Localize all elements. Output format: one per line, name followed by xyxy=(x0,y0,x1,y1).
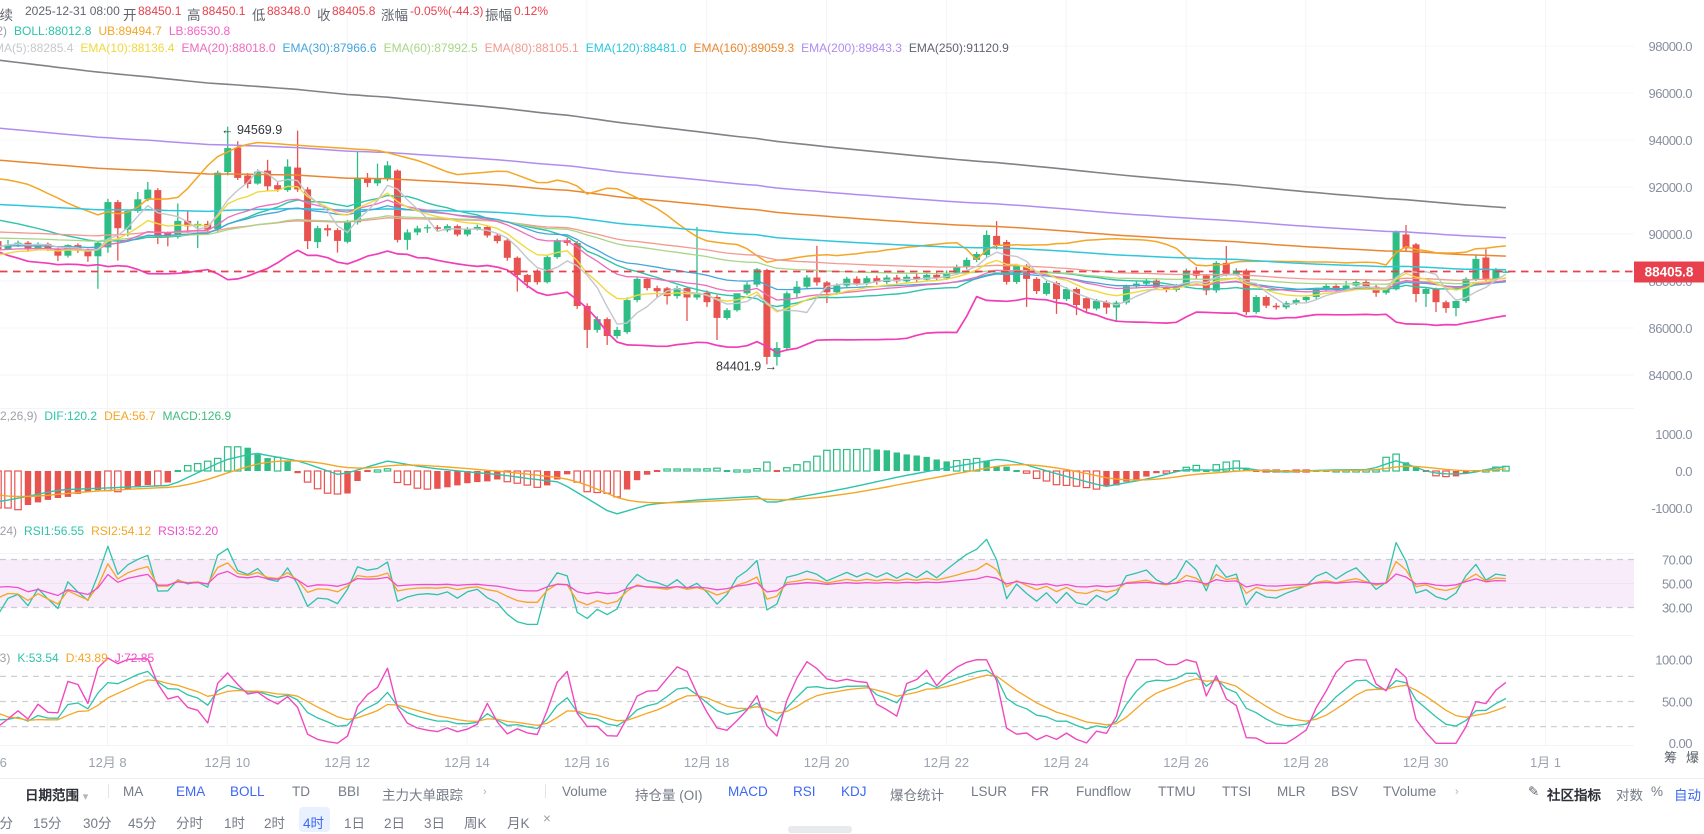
svg-text:96000.0: 96000.0 xyxy=(1649,86,1693,101)
svg-text:50.00: 50.00 xyxy=(1662,576,1692,591)
svg-text:84401.9 →: 84401.9 → xyxy=(716,360,777,374)
svg-text:86000.0: 86000.0 xyxy=(1649,321,1693,336)
svg-text:12月 10: 12月 10 xyxy=(205,755,251,770)
svg-text:12月 8: 12月 8 xyxy=(88,755,126,770)
svg-text:1月 1: 1月 1 xyxy=(1530,755,1561,770)
svg-text:12月 26: 12月 26 xyxy=(1163,755,1209,770)
svg-text:12月 16: 12月 16 xyxy=(564,755,610,770)
svg-text:70.00: 70.00 xyxy=(1662,552,1692,567)
svg-text:12月 6: 12月 6 xyxy=(0,755,7,770)
svg-text:-1000.0: -1000.0 xyxy=(1651,501,1692,516)
svg-text:100.00: 100.00 xyxy=(1655,653,1692,668)
svg-text:1000.0: 1000.0 xyxy=(1655,427,1692,442)
svg-text:12月 28: 12月 28 xyxy=(1283,755,1329,770)
svg-text:30.00: 30.00 xyxy=(1662,600,1692,615)
svg-text:94000.0: 94000.0 xyxy=(1649,133,1693,148)
svg-text:98000.0: 98000.0 xyxy=(1649,39,1693,54)
svg-text:12月 18: 12月 18 xyxy=(684,755,730,770)
svg-text:12月 24: 12月 24 xyxy=(1043,755,1089,770)
svg-text:12月 22: 12月 22 xyxy=(924,755,970,770)
svg-text:12月 20: 12月 20 xyxy=(804,755,850,770)
svg-text:0.0: 0.0 xyxy=(1675,464,1692,479)
svg-text:12月 30: 12月 30 xyxy=(1403,755,1449,770)
svg-text:84000.0: 84000.0 xyxy=(1649,368,1693,383)
svg-text:12月 12: 12月 12 xyxy=(324,755,370,770)
svg-text:筹: 筹 xyxy=(1664,750,1677,765)
svg-text:88405.8: 88405.8 xyxy=(1645,265,1694,280)
svg-text:12月 14: 12月 14 xyxy=(444,755,490,770)
svg-text:92000.0: 92000.0 xyxy=(1649,180,1693,195)
svg-text:← 94569.9: ← 94569.9 xyxy=(221,123,282,137)
svg-text:90000.0: 90000.0 xyxy=(1649,227,1693,242)
svg-text:50.00: 50.00 xyxy=(1662,694,1692,709)
svg-text:0.00: 0.00 xyxy=(1669,736,1693,751)
svg-text:爆: 爆 xyxy=(1686,750,1699,765)
